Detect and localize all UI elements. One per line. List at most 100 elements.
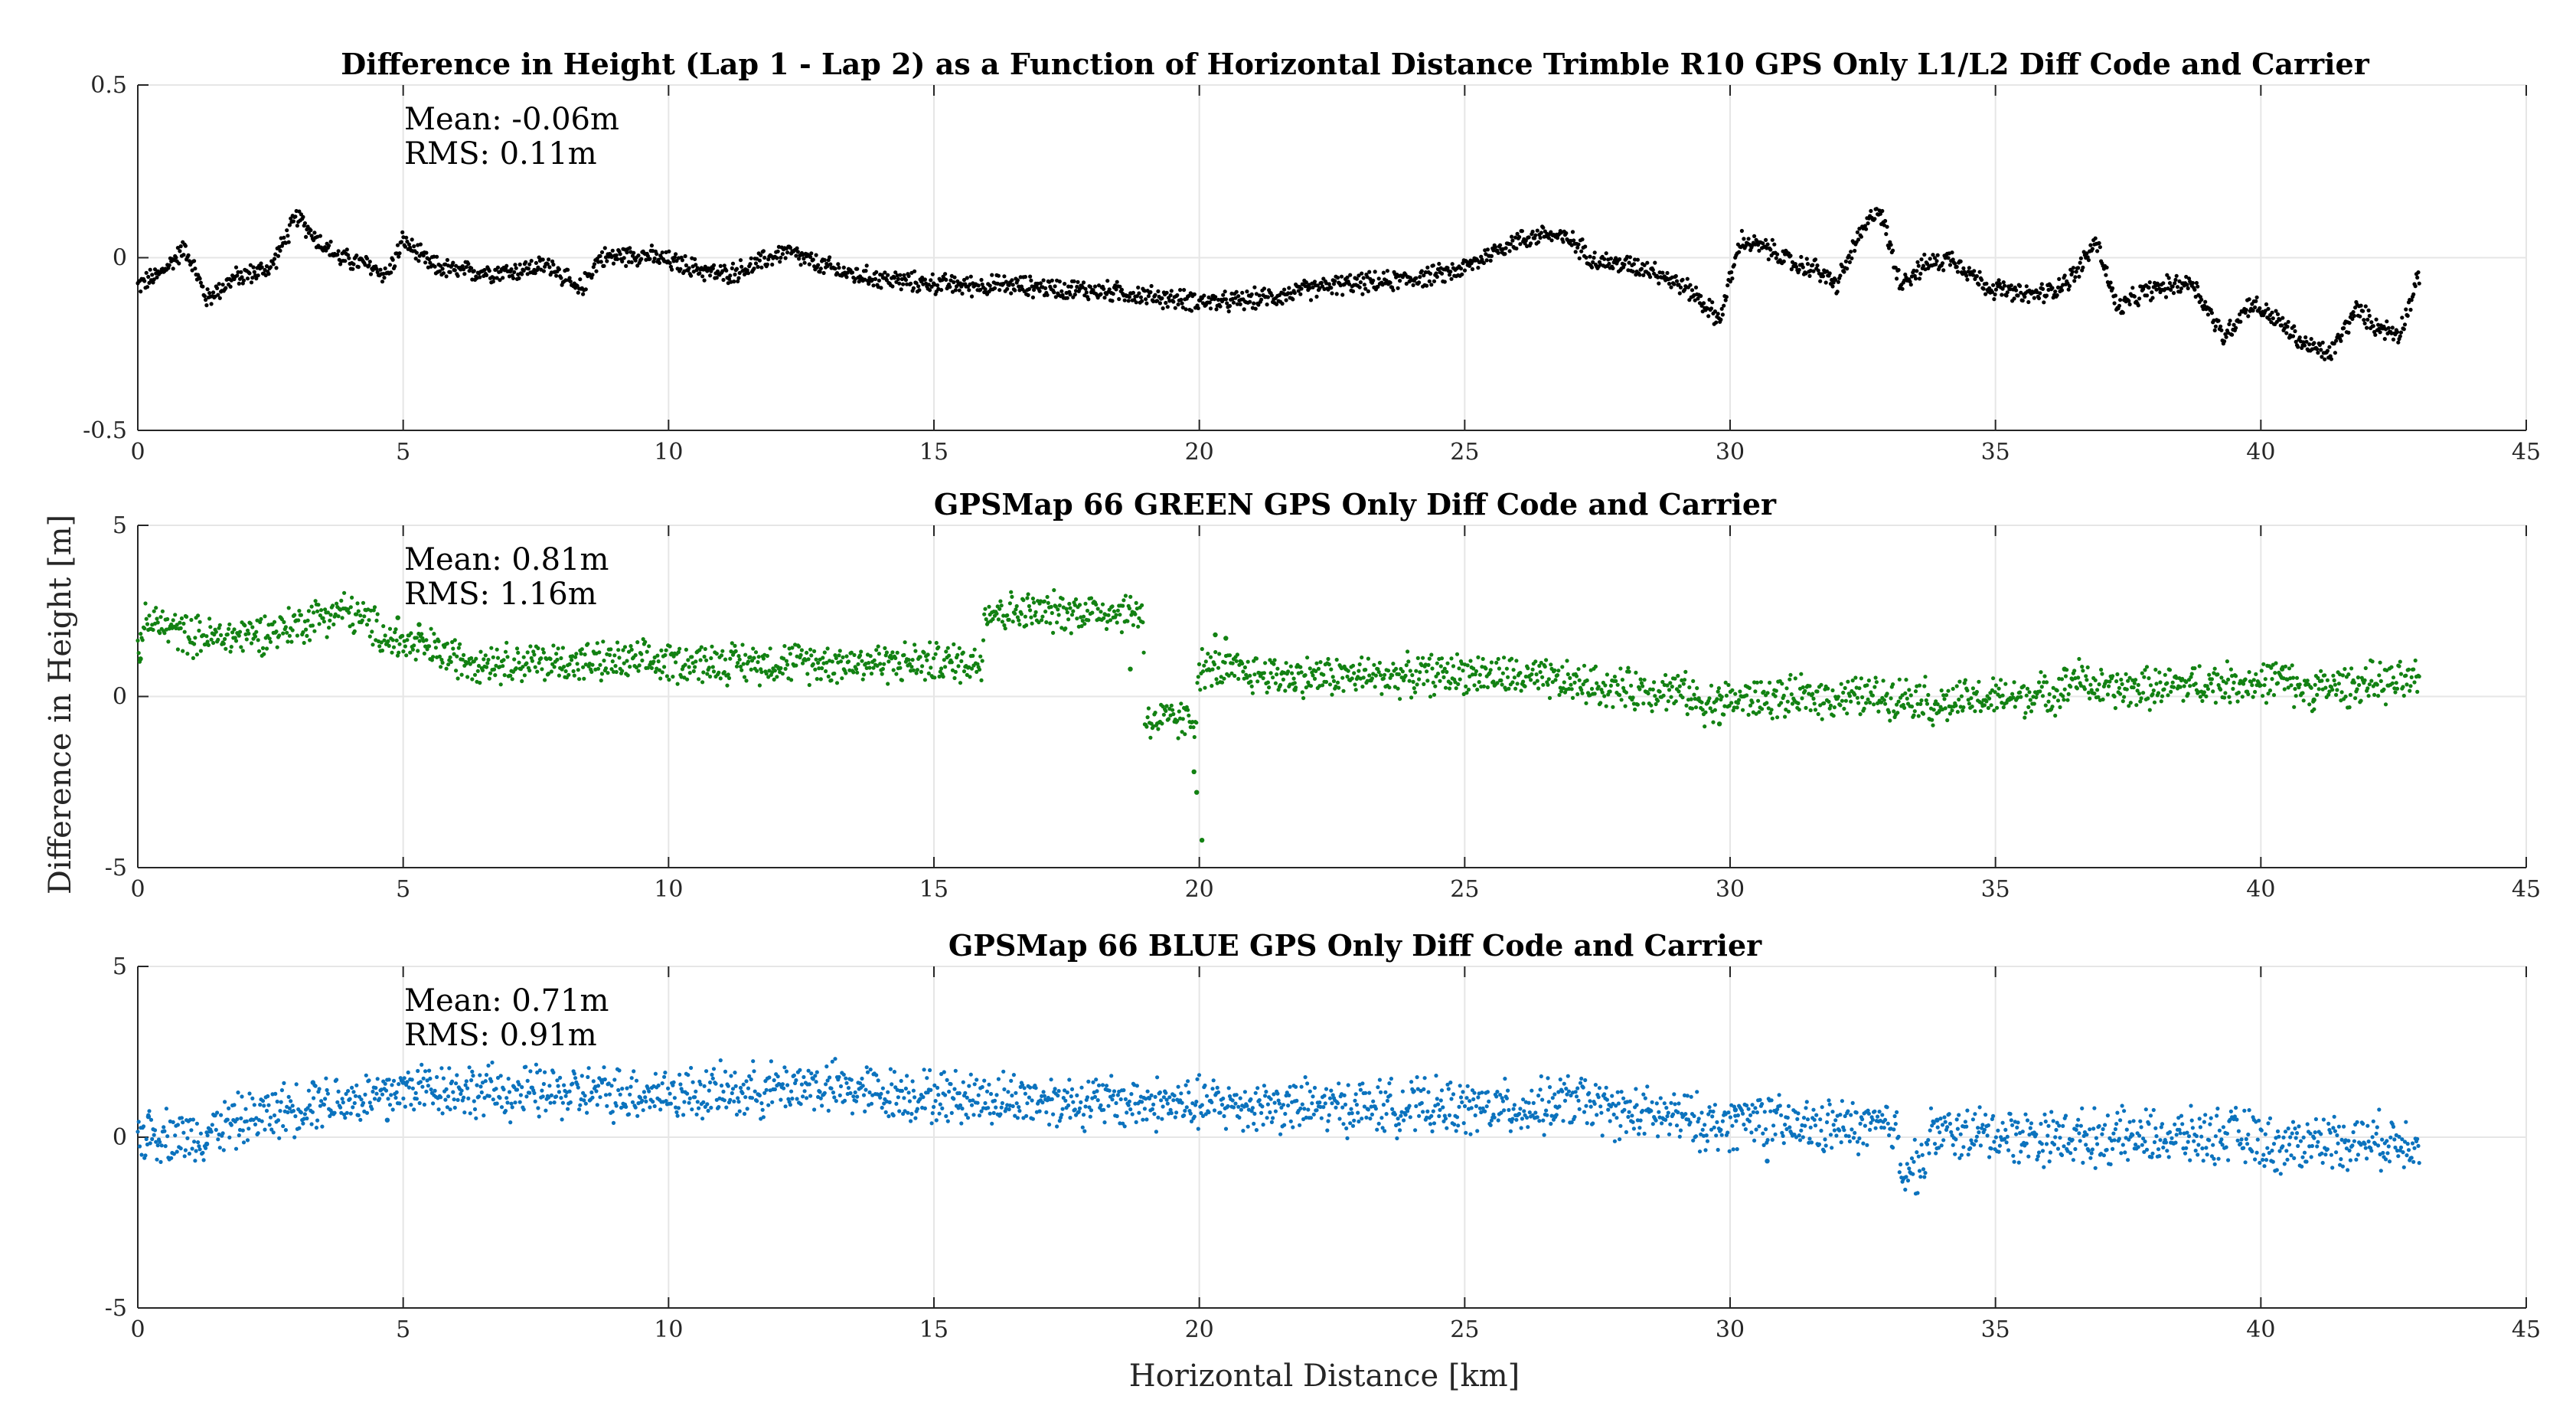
data-point <box>1991 676 1996 681</box>
data-point <box>1842 270 1846 274</box>
data-point <box>1709 683 1714 688</box>
data-point <box>2062 698 2066 702</box>
data-point <box>1907 688 1912 692</box>
data-point <box>412 244 416 249</box>
data-point <box>1092 284 1098 289</box>
data-point <box>1547 695 1552 701</box>
data-point <box>601 639 606 644</box>
data-point <box>2039 670 2043 675</box>
data-point <box>532 652 537 657</box>
data-point <box>137 1144 142 1149</box>
data-point <box>305 633 309 639</box>
data-point <box>171 266 175 271</box>
data-point <box>2365 325 2369 330</box>
data-point <box>1439 271 1445 276</box>
data-point <box>197 628 201 633</box>
data-point <box>2121 699 2125 704</box>
data-point <box>2085 251 2089 256</box>
data-point <box>1635 257 1640 262</box>
data-point <box>1069 613 1075 617</box>
data-point <box>1712 309 1717 314</box>
data-point <box>1916 263 1921 268</box>
data-point <box>845 270 850 275</box>
data-point <box>1788 677 1792 682</box>
data-point <box>1984 281 1989 286</box>
data-point <box>491 655 495 659</box>
data-point <box>2095 249 2100 253</box>
data-point <box>274 629 279 634</box>
data-point <box>1789 692 1794 697</box>
data-point <box>1928 257 1932 261</box>
data-point <box>1579 249 1584 253</box>
data-point <box>566 672 571 677</box>
data-point <box>198 620 202 624</box>
data-point <box>852 652 857 658</box>
data-point <box>899 678 904 682</box>
data-point <box>690 655 694 659</box>
x-tick-label: 30 <box>1716 876 1745 903</box>
data-point <box>1652 680 1657 685</box>
data-point <box>1535 678 1539 683</box>
data-point <box>1977 270 1982 274</box>
data-point <box>1549 230 1553 234</box>
data-point <box>433 264 437 269</box>
data-point <box>1575 245 1580 250</box>
data-point <box>1828 703 1833 708</box>
data-point <box>1284 298 1288 302</box>
data-point <box>325 635 329 639</box>
data-point <box>2287 666 2292 671</box>
data-point <box>969 294 975 299</box>
y-tick-label: 0 <box>113 684 127 711</box>
data-point <box>592 262 597 266</box>
data-point <box>620 259 625 263</box>
data-point <box>511 276 516 280</box>
data-point <box>693 665 697 669</box>
data-point <box>2309 337 2313 342</box>
data-point <box>575 662 580 666</box>
data-point <box>2398 330 2404 335</box>
data-point <box>501 276 505 280</box>
data-point <box>2114 679 2119 684</box>
data-point <box>1676 673 1680 678</box>
data-point <box>837 649 842 653</box>
data-point <box>1673 676 1677 681</box>
data-point <box>903 278 908 283</box>
data-point <box>1301 696 1306 701</box>
data-point <box>1361 276 1366 280</box>
data-point <box>2289 683 2294 688</box>
data-point <box>854 667 859 672</box>
data-point <box>2115 672 2120 677</box>
data-point <box>932 675 937 680</box>
data-point <box>178 620 182 625</box>
data-point <box>148 267 152 272</box>
data-point <box>201 284 205 289</box>
data-point <box>1515 231 1520 236</box>
data-point <box>246 631 251 636</box>
data-point <box>1189 309 1194 313</box>
data-point <box>1895 276 1899 281</box>
data-point <box>2130 286 2135 290</box>
data-point <box>2231 686 2235 692</box>
data-point <box>2348 692 2352 698</box>
data-point <box>397 650 401 655</box>
data-point <box>2274 661 2278 665</box>
data-point <box>1959 694 1964 698</box>
data-point <box>704 658 709 662</box>
data-point <box>1387 685 1392 690</box>
data-point <box>1566 672 1570 677</box>
data-point <box>1508 242 1513 247</box>
data-point <box>1337 685 1341 690</box>
data-point <box>1179 297 1184 302</box>
data-point <box>957 288 962 293</box>
data-point <box>1941 268 1946 273</box>
data-point <box>599 260 603 264</box>
data-point <box>184 614 189 620</box>
data-point <box>2316 687 2321 692</box>
data-point <box>1148 735 1153 740</box>
data-point <box>2055 688 2059 693</box>
data-point <box>1057 603 1062 608</box>
data-point <box>304 234 309 239</box>
outlier-point <box>1223 636 1229 641</box>
data-point <box>2400 316 2405 320</box>
data-point <box>250 276 255 280</box>
